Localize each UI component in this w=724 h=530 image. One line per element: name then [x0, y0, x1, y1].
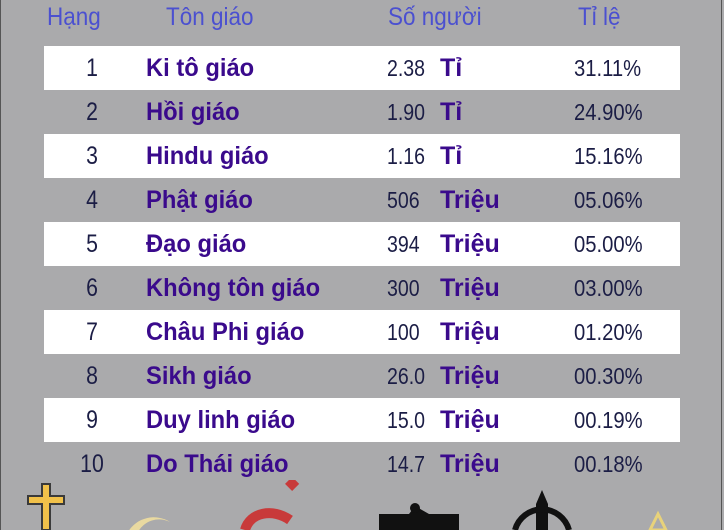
star-icon — [648, 510, 668, 530]
dharma-wheel-icon — [379, 503, 459, 530]
cell-rank: 9 — [86, 406, 98, 434]
cell-number: 1.90 — [387, 99, 426, 125]
header-people: Số người — [388, 3, 482, 31]
cell-unit: Tỉ — [440, 54, 463, 82]
cell-unit: Triệu — [440, 362, 500, 390]
cell-unit: Triệu — [440, 406, 500, 434]
table-row: 2 Hồi giáo 1.90 Tỉ 24.90% — [44, 90, 680, 134]
cell-unit: Triệu — [440, 230, 500, 258]
crescent-icon — [129, 517, 170, 530]
cell-name: Do Thái giáo — [146, 450, 289, 478]
cell-rank: 2 — [86, 98, 98, 126]
cell-rank: 1 — [86, 54, 98, 82]
cell-number: 15.0 — [387, 407, 426, 433]
cell-number: 300 — [387, 275, 420, 301]
cell-unit: Tỉ — [440, 98, 463, 126]
cell-number: 26.0 — [387, 363, 426, 389]
cell-percent: 00.19% — [574, 407, 643, 433]
cell-rank: 5 — [86, 230, 98, 258]
cell-rank: 3 — [86, 142, 98, 170]
cell-number: 506 — [387, 187, 420, 213]
cell-number: 2.38 — [387, 55, 426, 81]
cell-percent: 05.00% — [574, 231, 643, 257]
cell-name: Đạo giáo — [146, 230, 247, 258]
cell-rank: 10 — [80, 450, 104, 478]
cell-percent: 31.11% — [574, 55, 642, 81]
table-row: 5 Đạo giáo 394 Triệu 05.00% — [44, 222, 680, 266]
header-rank: Hạng — [47, 3, 101, 31]
cell-rank: 4 — [86, 186, 98, 214]
header-religion: Tôn giáo — [166, 3, 254, 31]
table-row: 10 Do Thái giáo 14.7 Triệu 00.18% — [44, 442, 680, 486]
table-row: 8 Sikh giáo 26.0 Triệu 00.30% — [44, 354, 680, 398]
cell-name: Châu Phi giáo — [146, 318, 305, 346]
cell-percent: 00.30% — [574, 363, 643, 389]
cell-unit: Triệu — [440, 274, 500, 302]
cell-percent: 00.18% — [574, 451, 643, 477]
khanda-icon — [512, 490, 572, 530]
cell-unit: Tỉ — [440, 142, 463, 170]
cell-name: Sikh giáo — [146, 362, 252, 390]
table-row: 4 Phật giáo 506 Triệu 05.06% — [44, 178, 680, 222]
cell-unit: Triệu — [440, 318, 500, 346]
cell-number: 1.16 — [387, 143, 426, 169]
religion-symbols — [27, 480, 668, 530]
table-row: 6 Không tôn giáo 300 Triệu 03.00% — [44, 266, 680, 310]
cell-unit: Triệu — [440, 186, 500, 214]
cell-rank: 7 — [86, 318, 98, 346]
cell-name: Duy linh giáo — [146, 406, 296, 434]
cell-percent: 24.90% — [574, 99, 643, 125]
table-row: 3 Hindu giáo 1.16 Tỉ 15.16% — [44, 134, 680, 178]
cross-icon — [27, 483, 65, 530]
cell-number: 394 — [387, 231, 420, 257]
cell-rank: 6 — [86, 274, 98, 302]
cell-percent: 15.16% — [574, 143, 643, 169]
table-row: 9 Duy linh giáo 15.0 Triệu 00.19% — [44, 398, 680, 442]
cell-unit: Triệu — [440, 450, 500, 478]
cell-name: Không tôn giáo — [146, 274, 321, 302]
cell-name: Ki tô giáo — [146, 54, 255, 82]
cell-name: Phật giáo — [146, 186, 253, 214]
cell-number: 14.7 — [387, 451, 426, 477]
table-row: 7 Châu Phi giáo 100 Triệu 01.20% — [44, 310, 680, 354]
cell-percent: 03.00% — [574, 275, 643, 301]
om-icon — [240, 480, 300, 530]
cell-name: Hồi giáo — [146, 98, 240, 126]
cell-percent: 01.20% — [574, 319, 643, 345]
cell-number: 100 — [387, 319, 420, 345]
cell-name: Hindu giáo — [146, 142, 269, 170]
cell-percent: 05.06% — [574, 187, 643, 213]
header-ratio: Tỉ lệ — [578, 3, 621, 31]
cell-rank: 8 — [86, 362, 98, 390]
table-row: 1 Ki tô giáo 2.38 Tỉ 31.11% — [44, 46, 680, 90]
